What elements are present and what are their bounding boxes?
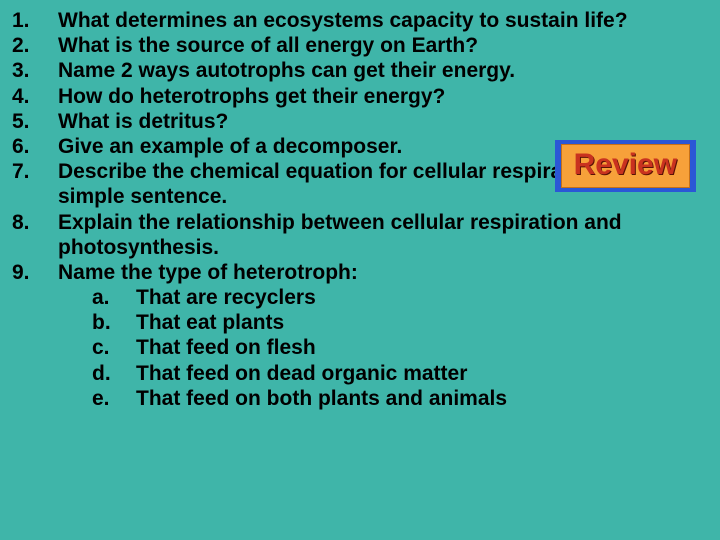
sub-text: That feed on dead organic matter [136, 361, 706, 386]
question-number: 6. [10, 134, 50, 159]
question-number: 3. [10, 58, 50, 83]
question-number: 5. [10, 109, 50, 134]
review-badge: Review [555, 140, 696, 192]
question-text: How do heterotrophs get their energy? [58, 84, 706, 109]
sub-text: That are recyclers [136, 285, 706, 310]
question-number: 4. [10, 84, 50, 109]
sub-letter: e. [92, 386, 130, 411]
question-text: What is detritus? [58, 109, 706, 134]
sub-letter: b. [92, 310, 130, 335]
question-number: 7. [10, 159, 50, 209]
question-number: 1. [10, 8, 50, 33]
question-text: Name the type of heterotroph: [58, 260, 706, 285]
sub-text: That eat plants [136, 310, 706, 335]
question-text: Explain the relationship between cellula… [58, 210, 706, 260]
review-badge-inner: Review [561, 144, 690, 188]
question-text: Name 2 ways autotrophs can get their ene… [58, 58, 706, 83]
sub-letter: a. [92, 285, 130, 310]
sub-text: That feed on both plants and animals [136, 386, 706, 411]
question-number: 9. [10, 260, 50, 285]
sub-letter: c. [92, 335, 130, 360]
question-text: What determines an ecosystems capacity t… [58, 8, 706, 33]
question-text: What is the source of all energy on Eart… [58, 33, 706, 58]
question-number: 2. [10, 33, 50, 58]
sub-list: a. That are recyclers b. That eat plants… [92, 285, 706, 411]
sub-text: That feed on flesh [136, 335, 706, 360]
review-label: Review [574, 148, 677, 181]
question-list: 1. What determines an ecosystems capacit… [10, 8, 706, 411]
sub-letter: d. [92, 361, 130, 386]
question-number: 8. [10, 210, 50, 260]
